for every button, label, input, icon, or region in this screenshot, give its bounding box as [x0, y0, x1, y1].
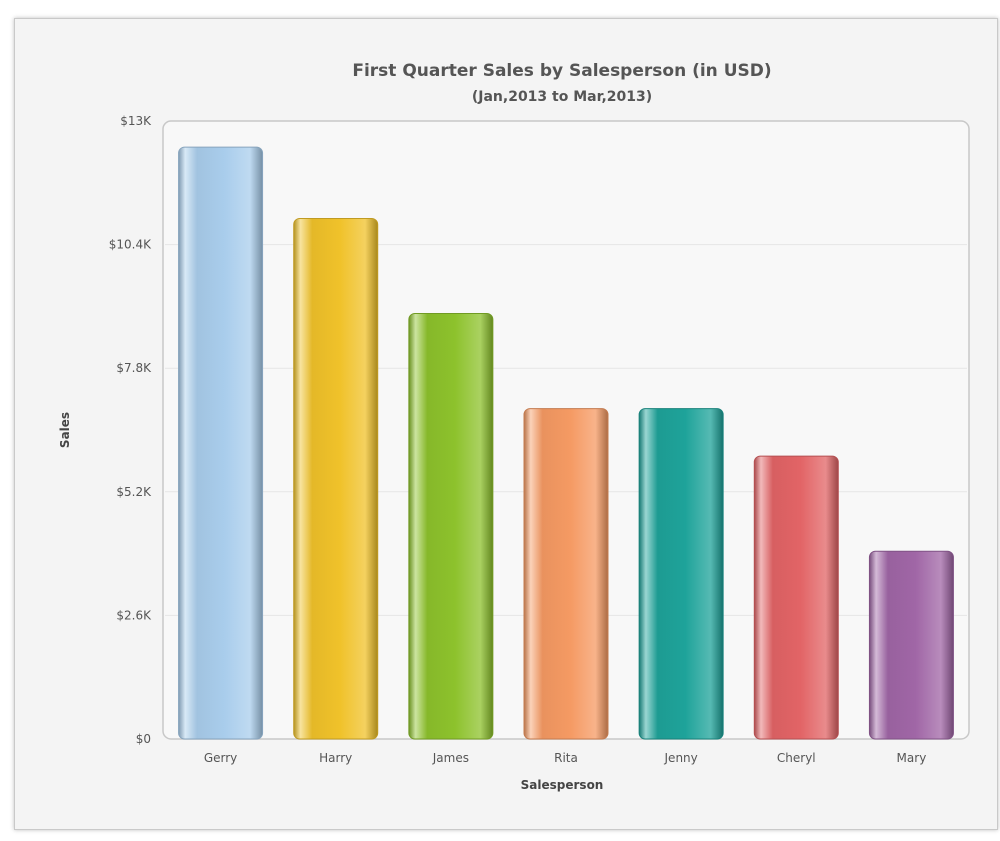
- x-tick-label: James: [432, 751, 469, 765]
- bar-cheryl[interactable]: [753, 455, 839, 740]
- chart-subtitle: (Jan,2013 to Mar,2013): [472, 89, 652, 105]
- bar-gerry[interactable]: [178, 146, 264, 740]
- y-axis-title: Sales: [58, 412, 72, 448]
- bar-jenny[interactable]: [638, 408, 724, 740]
- bars: [178, 146, 954, 740]
- x-tick-label: Gerry: [204, 751, 237, 765]
- y-tick-label: $13K: [120, 114, 152, 128]
- y-tick-label: $10.4K: [109, 238, 152, 252]
- bar-rita[interactable]: [523, 408, 609, 740]
- x-tick-label: Harry: [319, 751, 352, 765]
- y-tick-label: $7.8K: [116, 361, 152, 375]
- x-tick-label: Cheryl: [777, 751, 816, 765]
- x-tick-label: Rita: [554, 751, 578, 765]
- x-tick-label: Jenny: [664, 751, 698, 765]
- x-tick-label: Mary: [897, 751, 927, 765]
- x-axis-title: Salesperson: [521, 778, 604, 792]
- bar-mary[interactable]: [868, 550, 954, 740]
- y-tick-label: $2.6K: [116, 608, 152, 622]
- bar-harry[interactable]: [293, 217, 379, 740]
- x-axis-ticks: Gerry Harry James Rita Jenny Cheryl Mary: [204, 751, 926, 765]
- y-tick-label: $5.2K: [116, 485, 152, 499]
- chart-title: First Quarter Sales by Salesperson (in U…: [352, 61, 771, 81]
- y-tick-label: $0: [136, 732, 151, 746]
- bar-james[interactable]: [408, 313, 494, 740]
- y-axis-ticks: $0 $2.6K $5.2K $7.8K $10.4K $13K: [109, 114, 152, 746]
